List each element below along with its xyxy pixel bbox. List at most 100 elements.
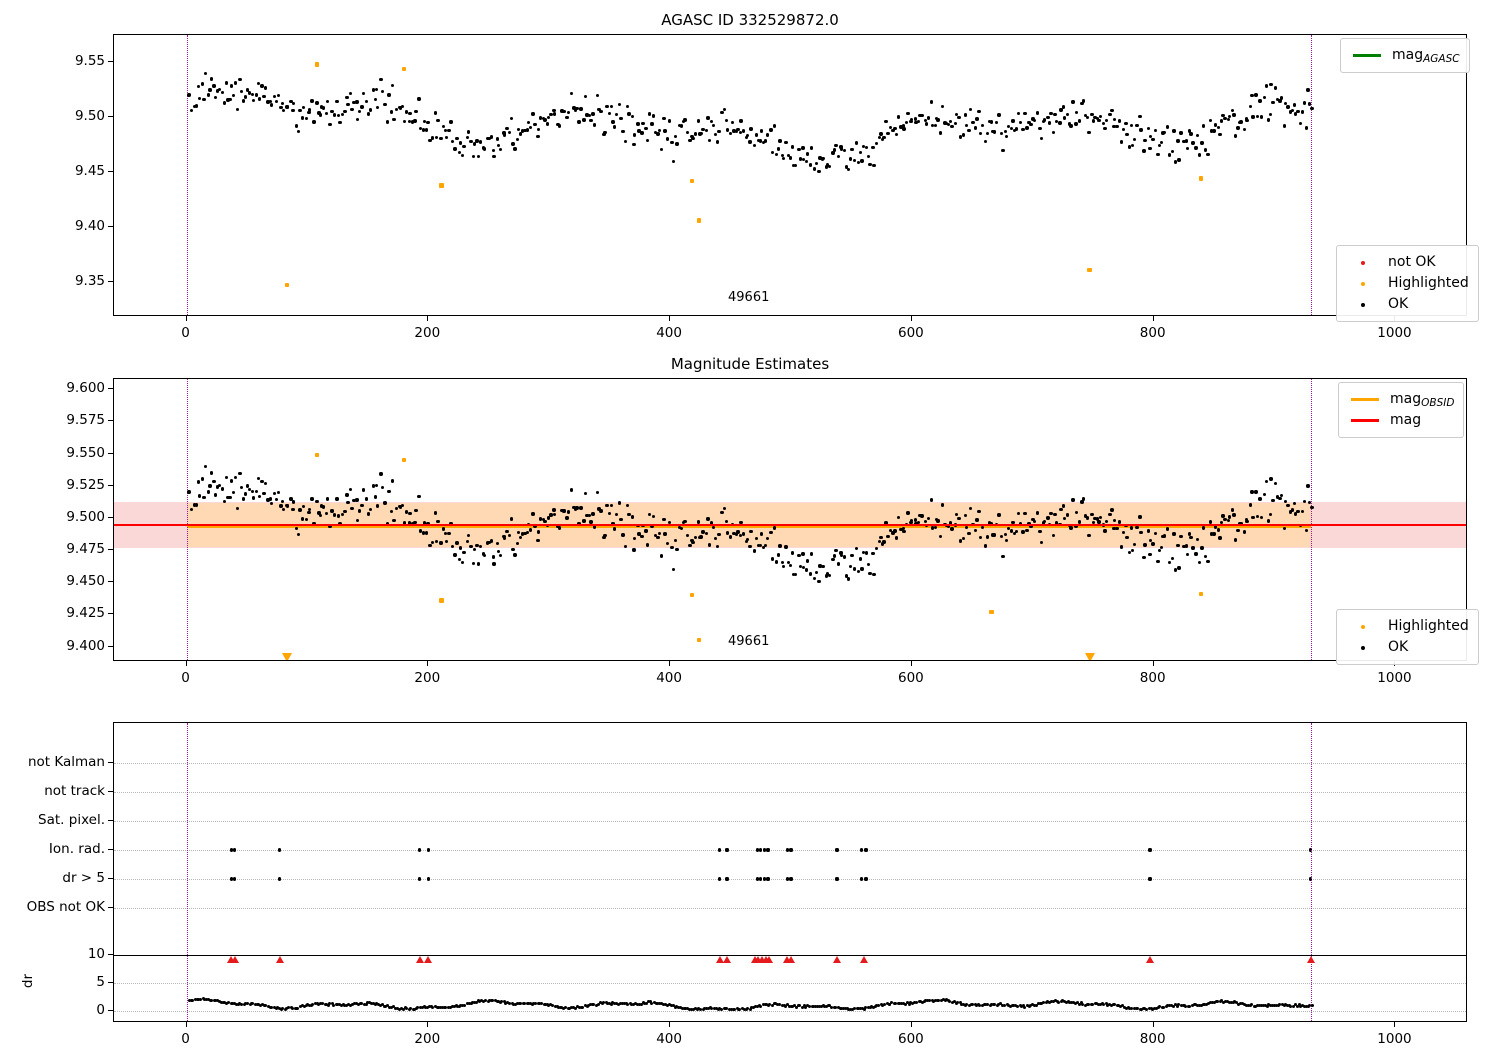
dr-point: [592, 1003, 596, 1007]
dr-point: [753, 1005, 757, 1009]
x-tick-mark: [910, 1022, 912, 1027]
dr-point: [1149, 1006, 1153, 1010]
dr-tick-label: 10: [87, 946, 105, 962]
dr-point: [564, 1005, 568, 1009]
data-point-ok: [820, 564, 825, 569]
dr-point: [214, 998, 218, 1002]
data-point-ok: [492, 148, 496, 153]
data-point-ok: [264, 86, 268, 90]
data-point-ok: [276, 490, 281, 495]
dr-point: [317, 1003, 321, 1007]
dr-point: [352, 1001, 356, 1005]
data-point-ok: [262, 94, 266, 98]
y-tick-mark: [108, 581, 113, 583]
data-point-ok: [1016, 111, 1021, 116]
dr-axis-label: dr: [20, 973, 37, 989]
x-tick-label: 800: [1139, 325, 1166, 341]
data-point-ok: [364, 99, 368, 103]
data-point-ok: [566, 110, 571, 114]
dr-point: [1143, 1007, 1147, 1011]
data-point-ok: [439, 136, 443, 141]
dr-point: [958, 1001, 962, 1005]
data-point-ok: [1133, 138, 1137, 142]
dr-point: [1099, 1002, 1103, 1006]
dr-point: [1228, 1000, 1232, 1004]
data-point-ok: [449, 120, 453, 124]
dr-point: [633, 1002, 637, 1006]
data-point-ok: [801, 565, 806, 570]
data-point-ok: [977, 110, 981, 114]
dr-point: [435, 1005, 439, 1009]
legend-dot-swatch: [1361, 260, 1365, 265]
dr-point: [1005, 1003, 1009, 1007]
legend-point-classes[interactable]: Highlighted OK: [1336, 609, 1479, 665]
data-point-ok: [744, 135, 749, 140]
data-point-ok: [251, 98, 256, 103]
dr-point: [1216, 1000, 1220, 1004]
dr-point: [1012, 1004, 1016, 1008]
dr-point: [1183, 1004, 1187, 1008]
dr-point: [1222, 1000, 1226, 1004]
dr-point: [667, 1003, 671, 1007]
data-point-ok: [641, 122, 645, 126]
dr-point: [491, 998, 495, 1002]
dr-point: [289, 1006, 293, 1010]
dr-point: [735, 1007, 739, 1011]
data-point-ok: [519, 132, 523, 136]
data-point-ok: [882, 136, 886, 140]
data-point-ok: [390, 84, 395, 88]
dr-point: [1034, 1003, 1038, 1007]
dr-point: [208, 998, 212, 1002]
y-tick-label: 9.425: [66, 605, 105, 622]
dr-point: [963, 1003, 967, 1007]
data-point-ok: [326, 99, 330, 103]
dr-point: [365, 1001, 369, 1005]
dr-point: [1231, 1000, 1235, 1004]
data-point-ok: [348, 488, 353, 492]
dr-point: [1136, 1007, 1140, 1011]
data-point-ok: [279, 105, 283, 109]
data-point-ok: [231, 490, 235, 495]
data-point-ok: [591, 112, 595, 116]
dr-clipped-marker: [230, 956, 239, 963]
data-point-ok: [458, 141, 462, 145]
dr-point: [444, 1006, 448, 1010]
y-tick-mark: [108, 388, 113, 390]
dr-point: [448, 1005, 452, 1009]
data-point-ok: [1290, 108, 1294, 113]
legend-line-swatch: [1351, 398, 1379, 401]
dr-point: [982, 1003, 986, 1007]
dr-point: [1161, 1005, 1165, 1009]
dr-point: [757, 1004, 761, 1008]
data-point-ok: [231, 93, 235, 98]
dr-point: [811, 1005, 815, 1009]
data-point-ok: [808, 572, 813, 576]
data-point-ok: [1216, 126, 1221, 130]
dr-point: [833, 1006, 837, 1010]
dr-point: [774, 1001, 778, 1005]
legend-mag-lines[interactable]: magOBSID mag: [1338, 382, 1465, 438]
data-point-ok: [793, 163, 798, 168]
data-point-ok: [362, 91, 366, 96]
data-point-ok: [1049, 111, 1053, 116]
data-point-ok: [1074, 122, 1078, 126]
clipped-marker-down: [1084, 653, 1095, 660]
legend-mag-agasc[interactable]: magAGASC: [1340, 38, 1470, 73]
dr-point: [1036, 1002, 1040, 1006]
dr-point: [225, 1001, 229, 1005]
legend-point-classes[interactable]: not OK Highlighted OK: [1336, 245, 1479, 322]
data-point-ok: [711, 123, 715, 128]
data-point-ok: [546, 115, 551, 120]
dr-point: [538, 1002, 542, 1006]
dr-point: [1293, 1003, 1297, 1007]
data-point-ok: [298, 108, 302, 113]
data-point-ok: [1148, 146, 1152, 151]
data-point-ok: [374, 483, 379, 488]
dr-point: [1102, 1002, 1106, 1006]
data-point-ok: [671, 159, 676, 163]
data-point-ok: [1142, 555, 1146, 559]
data-point-ok: [373, 495, 377, 499]
data-point-ok: [857, 569, 861, 573]
dr-point: [1235, 1000, 1239, 1004]
data-point-ok: [1300, 110, 1305, 114]
